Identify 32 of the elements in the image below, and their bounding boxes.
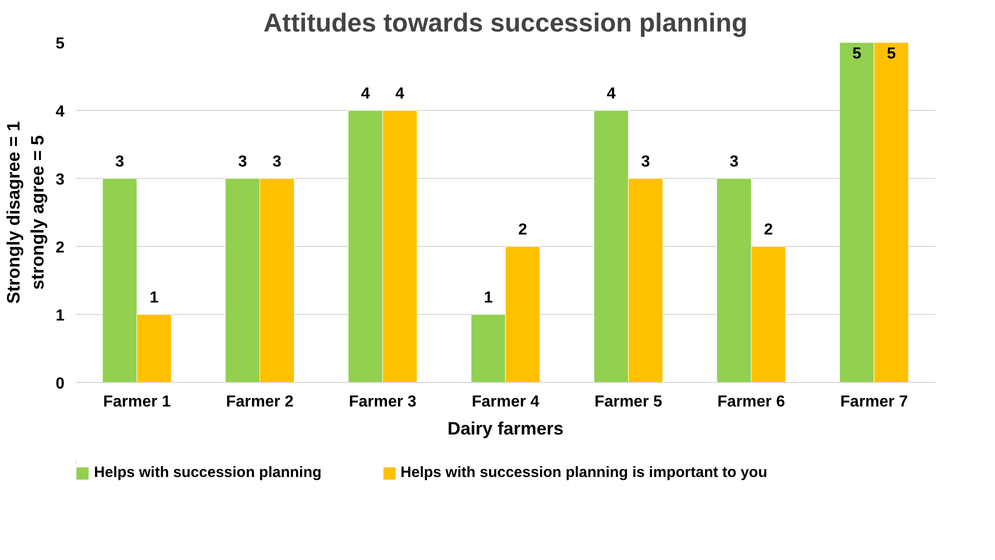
y-tick-label: 3 bbox=[56, 172, 65, 188]
x-tick-label: Farmer 4 bbox=[472, 394, 540, 410]
x-tick-label: Farmer 7 bbox=[840, 394, 908, 410]
data-label: 2 bbox=[518, 222, 528, 238]
x-tick-label: Farmer 6 bbox=[717, 394, 786, 410]
y-tick-label: 1 bbox=[56, 308, 65, 324]
data-label: 3 bbox=[730, 154, 739, 170]
y-axis-title: Strongly disagree = 1 strongly agree = 5 bbox=[4, 121, 48, 304]
data-label: 4 bbox=[360, 86, 370, 102]
data-label: 3 bbox=[238, 154, 248, 170]
data-label: 5 bbox=[886, 46, 896, 62]
data-label: 3 bbox=[641, 154, 650, 170]
chart-title: Attitudes towards succession planning bbox=[264, 8, 748, 38]
x-tick-label: Farmer 2 bbox=[226, 394, 294, 410]
data-label: 5 bbox=[852, 46, 862, 62]
y-tick-label: 4 bbox=[56, 104, 65, 120]
y-tick-label: 2 bbox=[56, 240, 65, 256]
y-tick-label: 0 bbox=[56, 376, 65, 392]
x-axis-title: Dairy farmers bbox=[447, 418, 564, 438]
legend-label: Helps with succession planning bbox=[94, 464, 322, 481]
data-label: 3 bbox=[272, 154, 282, 170]
data-label: 2 bbox=[764, 222, 773, 238]
y-tick-label: 5 bbox=[56, 36, 65, 52]
x-tick-label: Farmer 1 bbox=[103, 394, 171, 410]
data-label: 1 bbox=[484, 290, 493, 306]
data-label: 3 bbox=[115, 154, 124, 170]
x-tick-label: Farmer 3 bbox=[348, 394, 417, 410]
legend-label: Helps with succession planning is important to you bbox=[400, 464, 768, 481]
data-label: 1 bbox=[150, 290, 159, 306]
data-label: 4 bbox=[606, 86, 616, 102]
data-label: 4 bbox=[395, 86, 404, 102]
x-tick-label: Farmer 5 bbox=[594, 394, 662, 410]
